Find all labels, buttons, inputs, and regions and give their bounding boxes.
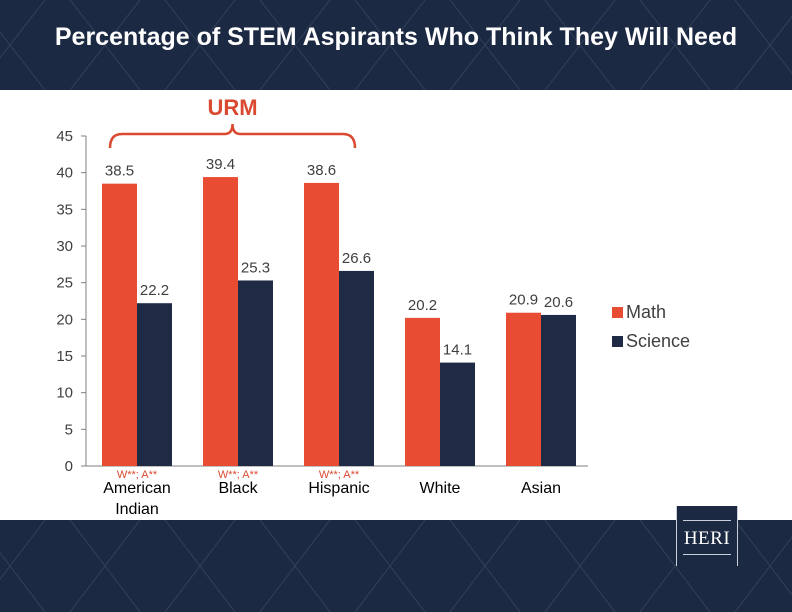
y-tick-label: 15	[56, 348, 73, 365]
pattern-line	[354, 0, 426, 90]
x-tick-label: Hispanic	[308, 480, 369, 497]
bar-science	[238, 280, 273, 466]
pattern-line	[544, 0, 616, 90]
bar-science	[440, 362, 475, 466]
pattern-line	[0, 520, 46, 580]
pattern-line	[164, 0, 236, 90]
pattern-line	[734, 520, 792, 596]
logo-rule-bottom	[683, 554, 731, 555]
pattern-line	[354, 520, 426, 612]
urm-label: URM	[207, 95, 257, 120]
pattern-line	[734, 15, 792, 90]
legend-swatch-math	[612, 307, 623, 318]
data-label-science: 20.6	[544, 294, 573, 311]
y-tick-label: 35	[56, 201, 73, 218]
legend-item-math: Math	[612, 298, 690, 327]
legend-swatch-science	[612, 336, 623, 347]
y-tick-label: 5	[65, 421, 73, 438]
pattern-line	[164, 520, 236, 612]
significance-note: W**; A**	[218, 469, 259, 481]
x-tick-label: American	[103, 480, 171, 497]
bar-math	[203, 177, 238, 467]
footer-band	[0, 520, 792, 612]
data-label-math: 20.9	[509, 292, 538, 309]
header-band: Percentage of STEM Aspirants Who Think T…	[0, 0, 792, 90]
pattern-line	[69, 520, 141, 612]
significance-note: W**; A**	[117, 469, 158, 481]
data-label-science: 22.2	[140, 282, 169, 299]
x-tick-label: Asian	[521, 480, 561, 497]
bar-science	[339, 270, 374, 466]
pattern-line	[449, 0, 521, 90]
pattern-line	[69, 0, 141, 90]
data-label-math: 38.5	[105, 163, 134, 180]
pattern-line	[259, 520, 331, 612]
legend: Math Science	[612, 298, 690, 356]
data-label-science: 14.1	[443, 342, 472, 359]
heri-logo: HERI	[676, 506, 738, 566]
y-tick-label: 0	[65, 458, 73, 475]
x-tick-label: White	[420, 480, 461, 497]
legend-item-science: Science	[612, 327, 690, 356]
data-label-science: 25.3	[241, 259, 270, 276]
pattern-line	[259, 0, 331, 90]
pattern-line	[0, 552, 46, 612]
pattern-line	[544, 520, 616, 612]
y-tick-label: 20	[56, 311, 73, 328]
header-pattern	[0, 0, 792, 90]
footer-pattern	[0, 520, 792, 612]
legend-label-science: Science	[626, 331, 691, 351]
pattern-line	[734, 536, 792, 612]
bar-math	[304, 182, 339, 466]
pattern-line	[449, 520, 521, 612]
x-tick-label: Indian	[115, 501, 159, 518]
y-tick-label: 25	[56, 275, 73, 292]
data-label-math: 39.4	[206, 156, 235, 173]
y-tick-label: 10	[56, 385, 73, 402]
urm-bracket	[108, 123, 357, 149]
data-label-science: 26.6	[342, 250, 371, 267]
y-tick-label: 40	[56, 165, 73, 182]
bar-math	[506, 312, 541, 466]
x-tick-label: Black	[218, 480, 258, 497]
logo-rule-top	[683, 520, 731, 521]
y-tick-label: 45	[56, 128, 73, 145]
pattern-line	[639, 0, 711, 90]
pattern-line	[0, 0, 46, 59]
bar-math	[405, 317, 440, 466]
logo-text: HERI	[683, 528, 731, 549]
data-label-math: 20.2	[408, 297, 437, 314]
legend-label-math: Math	[626, 302, 667, 322]
pattern-line	[0, 31, 46, 90]
bar-math	[102, 183, 137, 466]
significance-note: W**; A**	[319, 469, 360, 481]
bar-science	[137, 303, 172, 466]
chart-title: Percentage of STEM Aspirants Who Think T…	[54, 23, 738, 51]
bar-science	[541, 314, 576, 466]
y-tick-label: 30	[56, 238, 73, 255]
data-label-math: 38.6	[307, 162, 336, 179]
